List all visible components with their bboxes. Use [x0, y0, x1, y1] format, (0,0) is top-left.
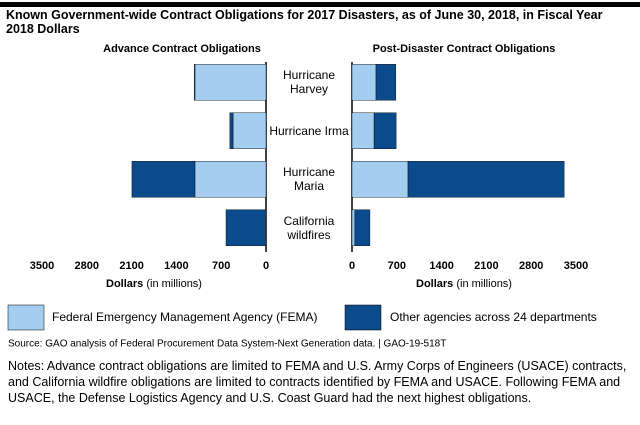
- category-label: Hurricane Irma: [269, 123, 349, 138]
- x-tick-label: 2100: [474, 260, 498, 272]
- bar-segment: [232, 112, 267, 149]
- bar-segment: [225, 209, 266, 246]
- x-tick-label: 2800: [519, 260, 543, 272]
- x-tick-label: 3500: [30, 260, 54, 272]
- x-axis-label: Dollars (in millions): [416, 278, 512, 290]
- x-tick-label: 0: [349, 260, 355, 272]
- legend-swatch: [7, 304, 45, 331]
- x-tick-label: 3500: [564, 260, 588, 272]
- source: Source: GAO analysis of Federal Procurem…: [8, 339, 446, 350]
- bar-segment: [351, 161, 409, 198]
- title: Known Government-wide Contract Obligatio…: [6, 8, 603, 36]
- bar-segment: [375, 64, 397, 101]
- bar-segment: [354, 209, 371, 246]
- panel-title: Post-Disaster Contract Obligations: [373, 43, 556, 55]
- bar-segment: [351, 64, 377, 101]
- legend-label: Other agencies across 24 departments: [390, 310, 597, 324]
- bar-segment: [194, 64, 267, 101]
- legend-swatch: [344, 304, 382, 331]
- category-label: Hurricane Maria: [282, 165, 336, 194]
- top-rule: [0, 2, 640, 7]
- panel-title: Advance Contract Obligations: [103, 43, 261, 55]
- x-tick-label: 1400: [429, 260, 453, 272]
- bar-segment: [351, 209, 356, 246]
- bar-segment: [131, 161, 196, 198]
- x-tick-label: 2100: [119, 260, 143, 272]
- category-label: Hurricane Harvey: [282, 68, 336, 97]
- bar-segment: [351, 112, 375, 149]
- x-tick-label: 2800: [75, 260, 99, 272]
- x-tick-label: 0: [263, 260, 269, 272]
- notes: Notes: Advance contract obligations are …: [8, 359, 627, 405]
- bar-segment: [194, 64, 196, 101]
- category-label: California wildfires: [283, 213, 335, 242]
- bar-segment: [229, 112, 234, 149]
- x-tick-label: 700: [388, 260, 406, 272]
- bar-segment: [373, 112, 397, 149]
- bar-segment: [407, 161, 565, 198]
- x-axis-label: Dollars (in millions): [106, 278, 202, 290]
- bar-segment: [194, 161, 267, 198]
- legend-label: Federal Emergency Management Agency (FEM…: [52, 310, 317, 324]
- x-tick-label: 700: [212, 260, 230, 272]
- x-tick-label: 1400: [164, 260, 188, 272]
